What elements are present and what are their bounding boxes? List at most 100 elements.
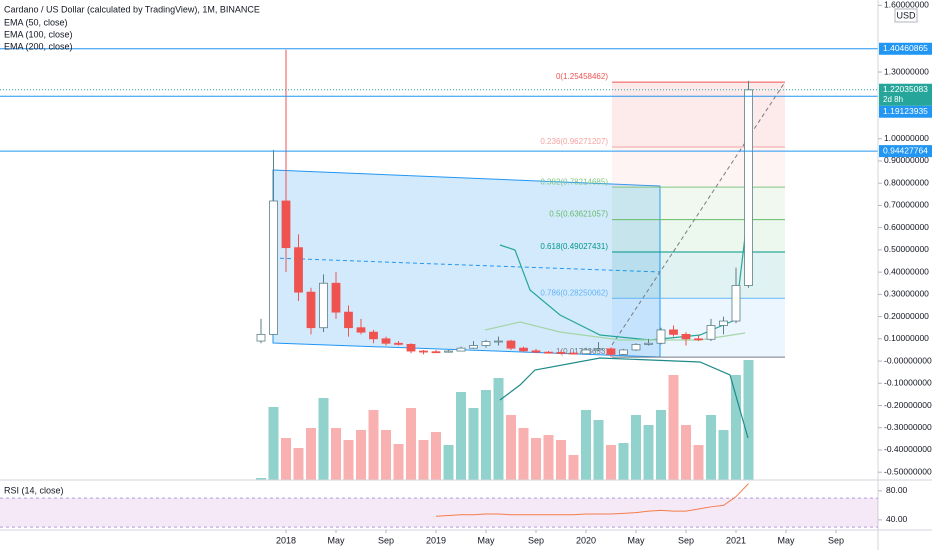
volume-bar: [568, 455, 579, 480]
y-tick-label: 0.10000000: [884, 333, 929, 343]
currency: USD: [896, 10, 916, 20]
volume-bar: [743, 360, 754, 480]
candle-body: [481, 341, 491, 346]
candle-body: [581, 349, 591, 355]
x-tick-label: 2019: [426, 535, 446, 545]
volume-bar: [381, 430, 391, 480]
fib-label: 0.786(0.28250062): [540, 288, 608, 297]
candle-body: [531, 350, 541, 353]
volume-bar: [331, 428, 341, 480]
x-tick-label: May: [777, 535, 795, 545]
candle-body: [369, 331, 378, 340]
volume-bar: [456, 392, 466, 480]
volume-bar: [343, 440, 354, 480]
fib-label: 0.618(0.49027431): [540, 242, 608, 251]
candle-body: [694, 338, 703, 341]
y-tick-label: 0.90000000: [884, 155, 929, 165]
candle-body: [331, 282, 341, 313]
x-tick-label: 2018: [276, 535, 296, 545]
candle-body: [519, 347, 528, 352]
last-price-label: 1.22035083: [883, 84, 928, 94]
volume-bar: [493, 378, 504, 480]
candle-body: [319, 282, 328, 329]
volume-bar: [631, 415, 641, 480]
indicator-label: EMA (200, close): [4, 41, 73, 51]
rsi-y-tick-label: 80.00: [886, 485, 908, 495]
chart-title: Cardano / US Dollar (calculated by Tradi…: [4, 4, 260, 14]
candle-body: [619, 349, 628, 355]
volume-bar: [481, 390, 491, 480]
candle-body: [669, 329, 678, 335]
fib-zone: [612, 82, 785, 148]
volume-bar: [356, 430, 366, 480]
volume-bar: [268, 407, 279, 480]
price-line-label-box: [879, 105, 932, 118]
fib-label: 0.382(0.78214685): [540, 177, 608, 186]
indicator-label: EMA (100, close): [4, 29, 73, 39]
candle-body: [419, 350, 428, 353]
volume-bar: [406, 408, 416, 480]
countdown: 2d 8h: [883, 95, 903, 104]
volume-bar: [731, 375, 741, 480]
currency-box: [894, 8, 918, 23]
fib-trend-line: [611, 81, 786, 346]
y-tick-label: 0.40000000: [884, 266, 929, 276]
fib-zone: [612, 298, 785, 358]
candle-body: [544, 351, 553, 354]
volume-bar: [443, 445, 454, 480]
y-tick-label: 0.80000000: [884, 177, 929, 187]
candle-body: [744, 89, 753, 286]
candle-body: [444, 350, 453, 353]
volume-bar: [468, 408, 479, 480]
y-tick-label: -0.20000000: [884, 400, 932, 410]
rsi-y-tick-label: 40.00: [886, 514, 908, 524]
fib-zone: [612, 187, 785, 220]
x-tick-label: May: [477, 535, 495, 545]
candle-body: [456, 347, 466, 352]
y-tick-label: 0.50000000: [884, 244, 929, 254]
volume-bar: [318, 398, 329, 480]
volume-bar: [431, 432, 441, 480]
candle-body: [606, 348, 616, 355]
candle-body: [494, 340, 503, 343]
x-tick-label: 2020: [576, 535, 596, 545]
x-tick-label: 2021: [726, 535, 746, 545]
rsi-band: [0, 498, 878, 528]
y-tick-label: 1.00000000: [884, 133, 929, 143]
fib-zone: [612, 252, 785, 299]
candle-body: [706, 325, 716, 340]
y-tick-label: 0.70000000: [884, 200, 929, 210]
candle-body: [569, 352, 578, 355]
volume-bar: [368, 410, 379, 480]
candle-body: [594, 348, 603, 351]
y-tick-label: 0.20000000: [884, 311, 929, 321]
volume-bar: [718, 430, 729, 480]
candle-body: [719, 320, 728, 326]
fib-zone: [612, 147, 785, 188]
x-tick-label: Sep: [828, 535, 844, 545]
volume-bar: [706, 415, 716, 480]
candle-body: [394, 342, 403, 345]
y-tick-label: 0.60000000: [884, 222, 929, 232]
candle-body: [406, 343, 416, 352]
volume-bar: [306, 428, 316, 480]
price-line-label-box: [879, 42, 932, 55]
candle-body: [656, 329, 666, 344]
volume-bar: [556, 440, 566, 480]
fib-label: 0.236(0.96271207): [540, 137, 608, 146]
volume-bar: [668, 375, 679, 480]
volume-bar: [643, 425, 654, 480]
x-tick-label: Sep: [378, 535, 394, 545]
price-line-label-box: [879, 145, 932, 158]
regression-channel: [272, 169, 661, 358]
ema-line: [499, 357, 749, 439]
price-line-label: 0.94427764: [883, 145, 928, 155]
volume-bar: [293, 448, 304, 480]
y-tick-label: -0.30000000: [884, 422, 932, 432]
candle-body: [269, 200, 278, 335]
candle-body: [344, 311, 353, 329]
y-tick-label: -0.50000000: [884, 466, 932, 476]
rsi-line: [435, 483, 749, 517]
volume-bar: [418, 440, 429, 480]
fib-retracement: 0(1.25458462) 0.236(0.96271207) 0.382(0.78…: [540, 72, 785, 358]
